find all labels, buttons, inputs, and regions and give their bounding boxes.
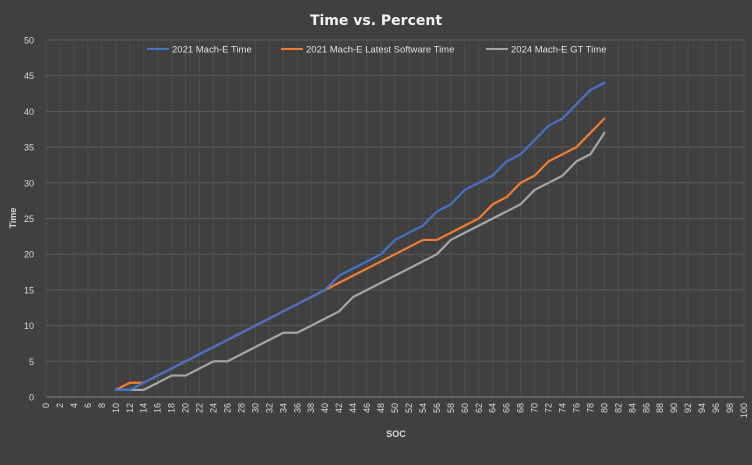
x-tick-label: 24 bbox=[209, 403, 219, 413]
x-tick-label: 58 bbox=[446, 403, 456, 413]
x-tick-label: 78 bbox=[585, 403, 595, 413]
series-lines bbox=[114, 81, 606, 391]
x-tick-label: 30 bbox=[250, 403, 260, 413]
x-tick-label: 56 bbox=[432, 403, 442, 413]
x-tick-label: 4 bbox=[69, 403, 79, 408]
y-tick-label: 30 bbox=[24, 178, 34, 188]
x-tick-label: 22 bbox=[195, 403, 205, 413]
x-tick-label: 18 bbox=[167, 403, 177, 413]
x-tick-label: 86 bbox=[641, 403, 651, 413]
x-tick-label: 40 bbox=[320, 403, 330, 413]
x-tick-label: 66 bbox=[502, 403, 512, 413]
x-tick-label: 16 bbox=[153, 403, 163, 413]
x-tick-label: 72 bbox=[544, 403, 554, 413]
y-tick-label: 20 bbox=[24, 250, 34, 260]
x-tick-label: 42 bbox=[334, 403, 344, 413]
y-tick-label: 40 bbox=[24, 107, 34, 117]
x-tick-label: 44 bbox=[348, 403, 358, 413]
x-tick-label: 52 bbox=[404, 403, 414, 413]
x-tick-label: 26 bbox=[222, 403, 232, 413]
x-tick-label: 98 bbox=[725, 403, 735, 413]
y-tick-label: 35 bbox=[24, 143, 34, 153]
y-tick-label: 45 bbox=[24, 71, 34, 81]
x-tick-label: 2 bbox=[55, 403, 65, 408]
y-tick-label: 5 bbox=[29, 357, 34, 367]
x-tick-label: 80 bbox=[599, 403, 609, 413]
y-tick-label: 10 bbox=[24, 321, 34, 331]
y-tick-label: 50 bbox=[24, 36, 34, 46]
x-axis-ticks: 0 2 4 6 8 10 12 14 16 18 20 22 24 26 28 30 32 34 36 38 40 42 4… bbox=[41, 403, 749, 418]
legend-entry: 2021 Mach-E Time bbox=[172, 45, 252, 56]
chart-title: Time vs. Percent bbox=[310, 13, 442, 29]
x-tick-label: 64 bbox=[488, 403, 498, 413]
x-tick-label: 36 bbox=[292, 403, 302, 413]
x-tick-label: 76 bbox=[571, 403, 581, 413]
x-tick-label: 12 bbox=[125, 403, 135, 413]
x-tick-label: 84 bbox=[627, 403, 637, 413]
x-tick-label: 100 bbox=[739, 403, 749, 418]
x-tick-label: 92 bbox=[683, 403, 693, 413]
legend-entry: 2024 Mach-E GT Time bbox=[511, 45, 606, 56]
x-tick-label: 54 bbox=[418, 403, 428, 413]
x-tick-label: 50 bbox=[390, 403, 400, 413]
x-tick-label: 6 bbox=[83, 403, 93, 408]
x-tick-label: 74 bbox=[558, 403, 568, 413]
series-line-1 bbox=[114, 81, 606, 391]
y-tick-label: 25 bbox=[24, 214, 34, 224]
x-tick-label: 46 bbox=[362, 403, 372, 413]
x-tick-label: 88 bbox=[655, 403, 665, 413]
y-axis-label: Time bbox=[8, 208, 18, 229]
x-tick-label: 20 bbox=[181, 403, 191, 413]
x-tick-label: 70 bbox=[530, 403, 540, 413]
y-axis-ticks: 0 5 10 15 20 25 30 35 40 45 50 bbox=[24, 36, 34, 403]
x-tick-label: 38 bbox=[306, 403, 316, 413]
y-tick-label: 15 bbox=[24, 285, 34, 295]
x-tick-label: 68 bbox=[516, 403, 526, 413]
x-tick-label: 14 bbox=[139, 403, 149, 413]
x-tick-label: 96 bbox=[711, 403, 721, 413]
x-tick-label: 34 bbox=[278, 403, 288, 413]
series-line-3 bbox=[114, 131, 606, 391]
x-tick-label: 90 bbox=[669, 403, 679, 413]
legend: 2021 Mach-E Time 2021 Mach-E Latest Softw… bbox=[147, 45, 606, 56]
x-tick-label: 82 bbox=[613, 403, 623, 413]
x-axis-label: SOC bbox=[386, 429, 406, 439]
x-tick-label: 8 bbox=[97, 403, 107, 408]
x-tick-label: 10 bbox=[111, 403, 121, 413]
x-tick-label: 62 bbox=[474, 403, 484, 413]
x-tick-label: 0 bbox=[41, 403, 51, 408]
legend-entry: 2021 Mach-E Latest Software Time bbox=[306, 45, 454, 56]
x-tick-label: 48 bbox=[376, 403, 386, 413]
x-tick-label: 28 bbox=[236, 403, 246, 413]
x-tick-label: 32 bbox=[264, 403, 274, 413]
y-tick-label: 0 bbox=[29, 393, 34, 403]
grid bbox=[45, 39, 745, 398]
x-tick-label: 94 bbox=[697, 403, 707, 413]
x-tick-label: 60 bbox=[460, 403, 470, 413]
